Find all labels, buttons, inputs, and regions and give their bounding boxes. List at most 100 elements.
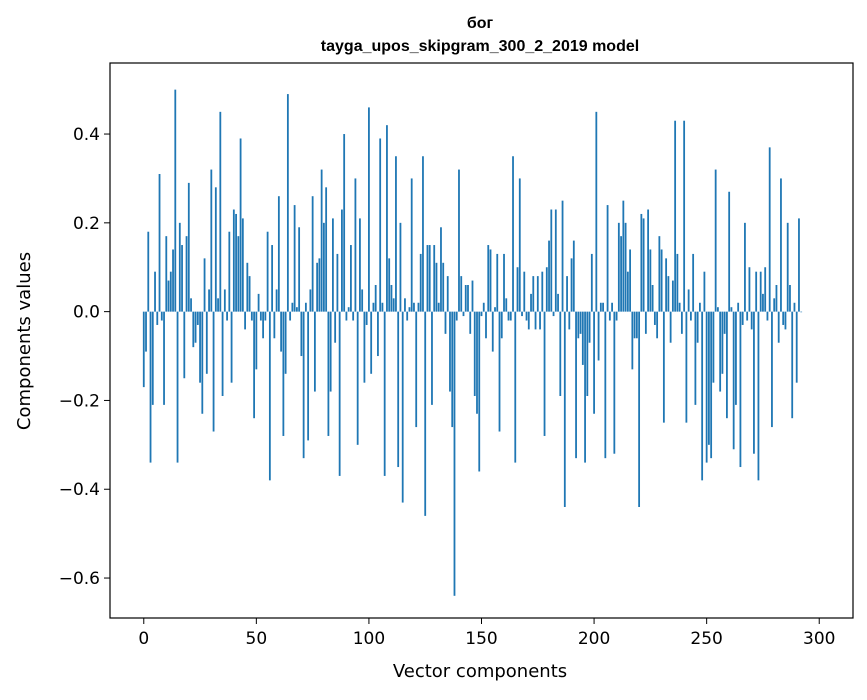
bar	[773, 298, 776, 312]
bar	[259, 311, 262, 321]
bar	[277, 196, 280, 312]
bar	[599, 302, 602, 312]
bar	[543, 311, 546, 436]
bars-group	[142, 89, 803, 596]
bar	[163, 311, 165, 405]
y-tick-label: 0.0	[73, 303, 100, 323]
bar	[757, 311, 760, 481]
bar	[253, 311, 255, 419]
x-axis-ticks: 0 50 100 150 200 250 300	[138, 618, 835, 649]
bar	[383, 311, 386, 476]
x-tick-label: 200	[578, 629, 610, 649]
bar	[406, 311, 409, 321]
bar	[419, 253, 422, 312]
bar	[732, 311, 735, 450]
bar	[674, 120, 677, 312]
bar	[606, 205, 609, 312]
bar	[784, 311, 787, 330]
bar	[345, 311, 348, 321]
bar	[701, 311, 704, 481]
bar	[678, 302, 681, 312]
bar	[169, 271, 172, 312]
bar	[518, 178, 521, 312]
bar	[676, 253, 679, 312]
bar	[777, 311, 780, 343]
bar	[212, 311, 215, 432]
bar	[149, 311, 152, 463]
bar	[145, 311, 147, 352]
bar	[653, 311, 656, 325]
bar	[372, 302, 375, 312]
bar	[368, 107, 370, 312]
bar	[660, 249, 663, 312]
bar	[444, 311, 447, 334]
bar	[156, 311, 159, 325]
bar	[167, 280, 170, 312]
bar	[735, 311, 737, 405]
bar	[503, 253, 505, 312]
bar	[295, 307, 298, 312]
bar	[703, 271, 706, 312]
bar	[730, 307, 733, 312]
bar	[455, 311, 458, 321]
bar	[491, 311, 494, 352]
bar	[397, 311, 400, 468]
bar	[469, 311, 472, 334]
bar	[536, 276, 539, 312]
bar	[649, 249, 652, 312]
bar	[257, 293, 260, 312]
bar	[241, 218, 244, 312]
bar	[588, 311, 591, 343]
bar	[782, 311, 785, 325]
bar	[786, 222, 789, 312]
bar	[570, 258, 573, 312]
bar	[449, 311, 451, 392]
bar	[431, 311, 433, 405]
bar	[766, 311, 769, 321]
bar	[399, 222, 402, 312]
bar	[509, 311, 512, 321]
bar	[154, 271, 156, 312]
bar	[223, 289, 226, 312]
bar	[325, 187, 328, 312]
bar	[775, 285, 778, 312]
bar	[764, 267, 767, 312]
bar	[633, 311, 636, 339]
bar	[440, 227, 442, 312]
bar	[489, 249, 492, 312]
bar	[665, 258, 668, 312]
bar	[217, 298, 219, 312]
bar	[165, 236, 168, 312]
bar	[458, 169, 460, 312]
bar	[318, 258, 321, 312]
bar	[744, 222, 746, 312]
bar	[273, 311, 276, 339]
bar	[467, 285, 469, 312]
bar	[336, 253, 339, 312]
bar	[638, 311, 641, 507]
bar	[780, 178, 782, 312]
bar	[789, 285, 791, 312]
bar	[286, 94, 289, 312]
bar	[343, 134, 346, 312]
bar	[656, 311, 659, 339]
bar	[496, 253, 499, 312]
bar	[442, 262, 445, 312]
bar	[532, 276, 535, 312]
y-tick-label: −0.2	[59, 391, 100, 411]
bar	[232, 209, 235, 312]
bar	[313, 311, 316, 392]
bar	[374, 285, 377, 312]
bar	[683, 120, 686, 312]
bar	[460, 276, 463, 312]
y-tick-label: 0.4	[73, 125, 100, 145]
bar	[413, 302, 415, 312]
bar	[739, 311, 742, 468]
bar	[534, 311, 537, 330]
bar	[417, 302, 420, 312]
bar	[708, 311, 710, 445]
chart-title: бог	[467, 15, 494, 32]
bar	[741, 311, 744, 325]
bar	[147, 231, 150, 312]
